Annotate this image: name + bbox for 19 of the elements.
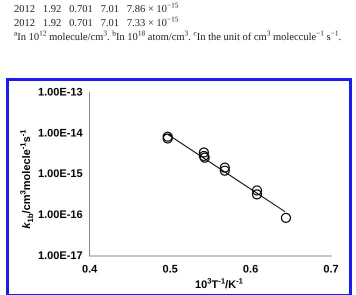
x-axis-title: 10$^{3}$T$^{-1}$/K$^{-1}$	[194, 276, 244, 291]
y-tick-label: 1.00E-14	[38, 127, 84, 140]
y-tick-label: 1.00E-17	[38, 250, 83, 262]
text: $^{a}$In 10$^{12}$ molecule/cm$^{3}$. $^{b}$In 10$^{18}$ atom/cm$^{3}$. $^{c}$In the unit of cm$^{3}$ moleccule$^{−1}$ s$^{−1}$.	[14, 28, 342, 43]
point	[198, 147, 209, 158]
x-tick-label: 0.7	[323, 263, 339, 276]
y-tick-label: 1.00E-13	[38, 86, 83, 99]
text: 2012 1.92 0.701 7.01 7.33 × 10$^{−15}$	[14, 14, 178, 29]
y-tick-label: 1.00E-15	[38, 168, 83, 180]
point	[280, 212, 292, 223]
y-tick-label: 1.00E-16	[38, 209, 83, 222]
point	[220, 166, 230, 176]
text: 2012 1.92 0.701 7.01 7.86 × 10$^{−15}$	[14, 0, 180, 16]
x-tick-label: 0.5	[162, 263, 178, 276]
x-tick-label: 0.6	[242, 263, 258, 276]
point	[220, 162, 230, 173]
x-tick-label: 0.4	[82, 263, 98, 276]
point	[252, 185, 262, 196]
point	[252, 189, 262, 200]
